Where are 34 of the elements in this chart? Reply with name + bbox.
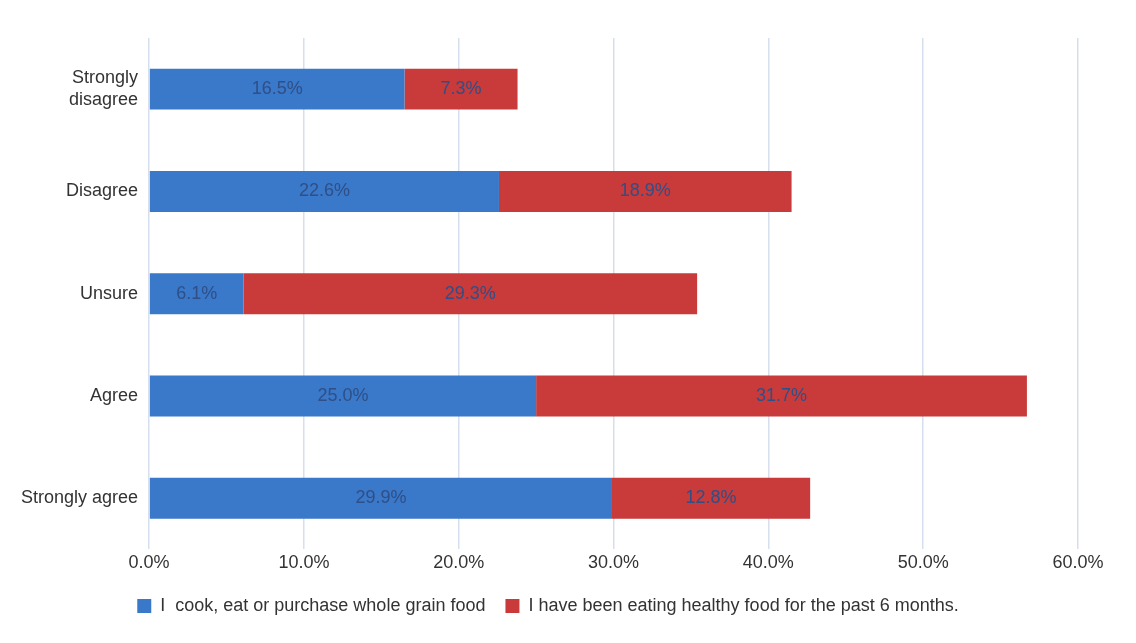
bar xyxy=(243,273,698,315)
data-label: 7.3% xyxy=(440,78,482,99)
y-tick-label: Strongly disagree xyxy=(69,67,139,109)
y-tick-label: Strongly agree xyxy=(20,487,139,508)
y-tick-label: Disagree xyxy=(66,180,139,201)
bar xyxy=(149,477,612,519)
data-label: 18.9% xyxy=(619,180,671,201)
y-tick-label: Unsure xyxy=(80,282,139,303)
y-tick-label: Agree xyxy=(90,384,139,405)
x-tick-label: 10.0% xyxy=(278,552,330,573)
data-label: 12.8% xyxy=(685,487,737,508)
x-tick-label: 30.0% xyxy=(588,552,640,573)
data-label: 29.9% xyxy=(355,487,407,508)
bar xyxy=(149,273,244,315)
bar xyxy=(149,170,499,212)
legend-label: I have been eating healthy food for the past 6 months. xyxy=(528,594,959,615)
bar xyxy=(611,477,811,519)
x-tick-label: 20.0% xyxy=(433,552,485,573)
x-tick-label: 40.0% xyxy=(742,552,794,573)
data-label: 31.7% xyxy=(755,384,808,405)
legend-label: I cook, eat or purchase whole grain food xyxy=(160,594,486,615)
bar xyxy=(536,375,1027,417)
x-tick-label: 60.0% xyxy=(1052,552,1104,573)
data-label: 29.3% xyxy=(444,282,496,303)
bar xyxy=(404,68,518,110)
bar xyxy=(149,375,537,417)
data-label: 6.1% xyxy=(176,282,218,303)
data-label: 16.5% xyxy=(251,78,303,99)
x-tick-label: 50.0% xyxy=(897,552,949,573)
bar xyxy=(149,68,405,110)
x-tick-label: 0.0% xyxy=(128,552,170,573)
data-label: 25.0% xyxy=(317,384,369,405)
data-label: 22.6% xyxy=(298,180,350,201)
bar xyxy=(498,170,792,212)
